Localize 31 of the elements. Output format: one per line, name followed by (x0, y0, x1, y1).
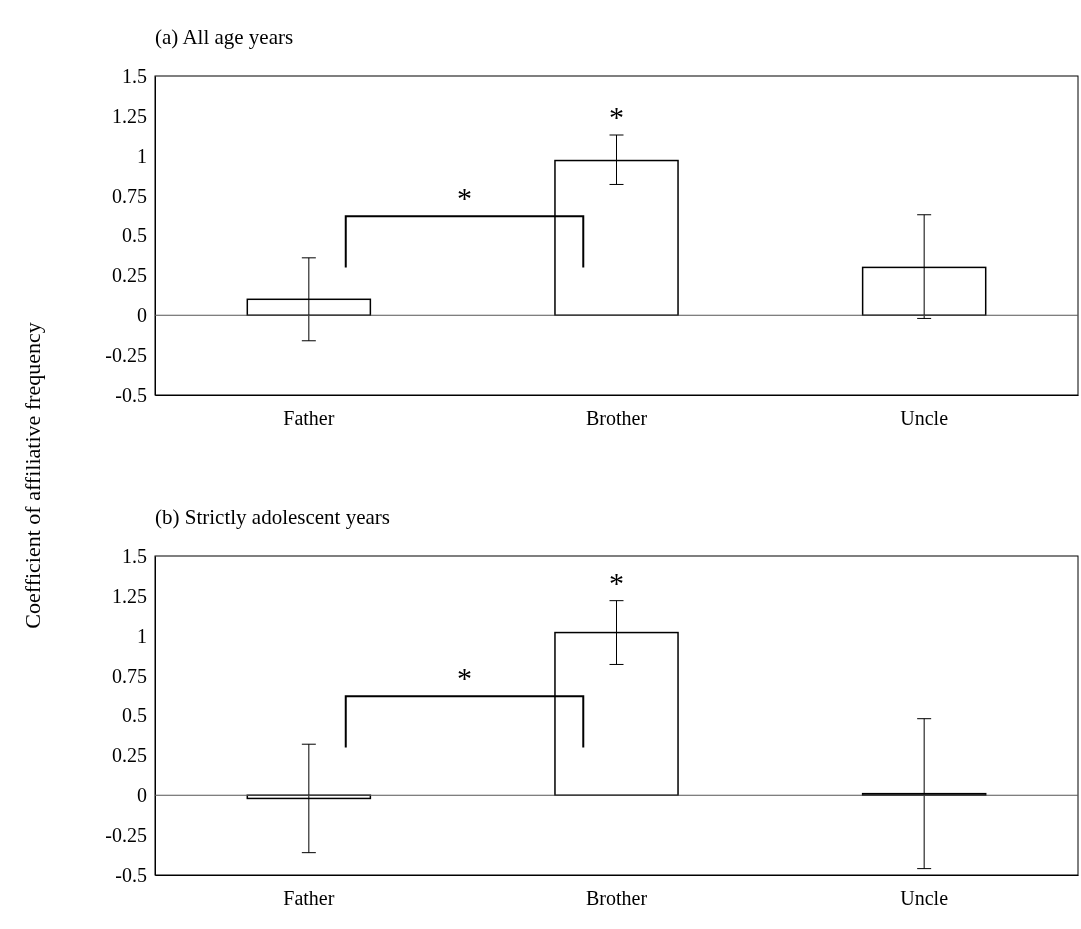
x-tick-label: Uncle (900, 887, 949, 910)
chart-title: (b) Strictly adolescent years (155, 505, 390, 529)
y-tick-label: -0.25 (105, 824, 147, 847)
y-tick-label: 0.75 (112, 184, 147, 207)
x-tick-label: Brother (585, 887, 648, 910)
annotation: * (457, 661, 473, 695)
y-tick-label: 1.25 (112, 104, 147, 127)
y-tick-label: 0 (137, 784, 147, 807)
y-tick-label: 0.25 (112, 744, 147, 767)
x-tick-label: Father (283, 407, 335, 430)
y-tick-label: 1.5 (122, 544, 147, 567)
y-tick-label: 0.75 (112, 664, 147, 687)
y-axis-title: Coefficient of affiliative frequency (20, 322, 45, 629)
y-tick-label: -0.25 (105, 344, 147, 367)
annotation: * (609, 565, 624, 599)
y-tick-label: 1 (137, 144, 147, 167)
x-tick-label: Uncle (900, 407, 949, 430)
x-tick-label: Brother (585, 407, 648, 430)
y-tick-label: 1.25 (112, 584, 147, 607)
y-tick-label: 0.5 (122, 704, 147, 727)
chart-title: (a) All age years (155, 25, 294, 49)
annotation: * (457, 181, 473, 215)
y-tick-label: -0.5 (115, 383, 147, 406)
x-tick-label: Father (283, 887, 335, 910)
y-tick-label: -0.5 (115, 863, 147, 886)
y-tick-label: 0.25 (112, 264, 147, 287)
y-tick-label: 0 (137, 304, 147, 327)
y-tick-label: 1 (137, 624, 147, 647)
y-tick-label: 1.5 (122, 64, 147, 87)
y-tick-label: 0.5 (122, 224, 147, 247)
annotation: * (609, 100, 624, 134)
